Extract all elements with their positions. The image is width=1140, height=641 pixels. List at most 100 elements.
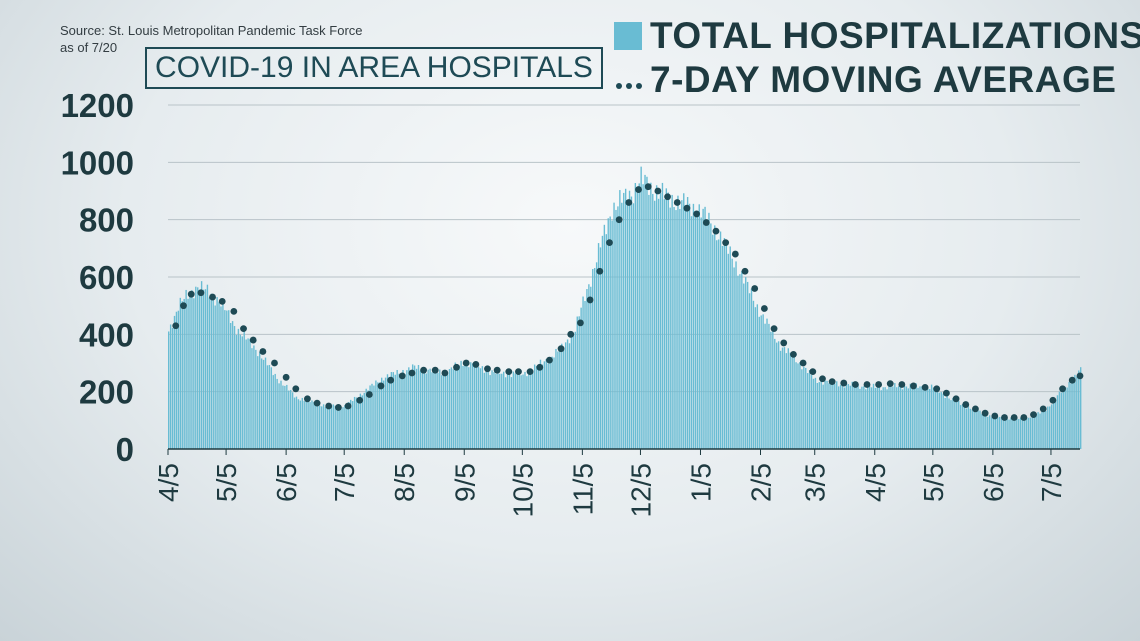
bar [406, 370, 408, 449]
average-point [249, 336, 257, 344]
bar [917, 387, 919, 449]
bar [460, 360, 462, 449]
bar [636, 191, 638, 449]
bar [942, 393, 944, 449]
bar [921, 386, 923, 449]
bar [330, 406, 333, 449]
bar [456, 365, 458, 449]
average-point [536, 363, 544, 371]
bar [437, 372, 439, 449]
bar [532, 371, 534, 449]
bar [923, 390, 925, 449]
bar [609, 216, 611, 449]
bar [772, 328, 774, 449]
bar [214, 305, 216, 449]
bar [597, 243, 600, 449]
bar [754, 307, 757, 449]
x-tick-label: 11/5 [567, 463, 598, 515]
bar [950, 400, 952, 449]
bar [642, 184, 644, 449]
bar [868, 386, 871, 449]
bar [874, 387, 877, 449]
bar [919, 386, 921, 449]
bar [607, 218, 609, 449]
bar [351, 401, 354, 449]
average-point [673, 199, 681, 206]
bar [245, 339, 247, 449]
bar [272, 375, 274, 449]
bar [824, 380, 826, 449]
x-tick-label: 12/5 [625, 463, 656, 518]
bar [694, 216, 697, 449]
average-point [722, 239, 730, 247]
bar [195, 286, 197, 449]
bar [849, 385, 851, 449]
legend: TOTAL HOSPITALIZATIONS 7-DAY MOVING AVER… [614, 14, 1140, 102]
bar [297, 399, 300, 449]
average-point [615, 216, 623, 224]
average-point [942, 389, 950, 397]
bar [363, 392, 365, 449]
bar [971, 409, 973, 449]
average-point [1020, 414, 1028, 421]
average-point [1076, 372, 1084, 380]
bar [288, 390, 290, 449]
bar [907, 388, 910, 449]
bar [485, 370, 487, 449]
moving-average-line [172, 183, 1084, 421]
bar [259, 352, 261, 449]
bar [173, 315, 176, 449]
bar [948, 398, 950, 449]
average-point [635, 186, 642, 193]
x-tick-label: 9/5 [449, 463, 480, 502]
bar [472, 363, 474, 449]
x-tick-label: 5/5 [211, 463, 242, 502]
average-point [991, 412, 999, 420]
bar [260, 358, 263, 449]
average-point [921, 383, 929, 391]
bar [888, 384, 890, 449]
bar [1041, 411, 1043, 449]
bar [779, 350, 782, 449]
average-point [304, 395, 311, 403]
bar [522, 374, 524, 449]
average-point [344, 402, 352, 410]
bar [181, 301, 183, 449]
bar [388, 377, 391, 449]
bar [814, 377, 817, 449]
bar [427, 369, 429, 449]
bar [398, 373, 400, 449]
bar [433, 367, 435, 449]
bar [774, 338, 776, 449]
bar [981, 413, 983, 449]
bar [861, 386, 863, 449]
bar [514, 373, 516, 449]
average-point [863, 381, 871, 388]
bar [626, 204, 629, 449]
bar [595, 262, 598, 449]
bar [270, 367, 273, 449]
bar [361, 395, 364, 449]
bar [473, 366, 476, 449]
bar [495, 373, 497, 449]
bar [262, 359, 265, 449]
bar [1043, 411, 1045, 449]
average-point [292, 385, 300, 393]
bar [592, 269, 594, 449]
bar [987, 416, 989, 449]
bar [741, 270, 743, 449]
bar-swatch-icon [614, 22, 642, 50]
average-point [259, 348, 267, 355]
bars [168, 166, 1082, 450]
bar [212, 295, 214, 449]
bar [568, 343, 571, 449]
bar [710, 223, 712, 449]
bar [828, 383, 830, 449]
average-point [408, 369, 416, 377]
bar [590, 286, 592, 449]
bar [992, 417, 995, 449]
bar [727, 253, 729, 449]
bar [1056, 395, 1059, 449]
bar [346, 405, 348, 449]
bar [1027, 417, 1030, 449]
